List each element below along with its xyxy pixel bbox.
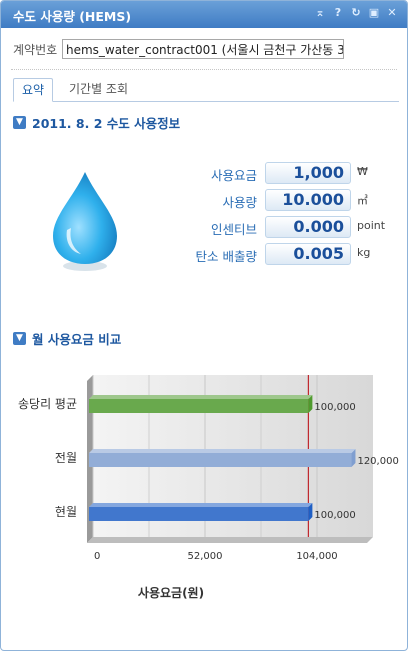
x-tick-label: 0 (94, 551, 100, 562)
monthly-fee-chart: 100,000 송당리 평균 120,000 전월 100,000 현월 0 52,000 10… (18, 375, 399, 562)
fee-label: 사용요금 (210, 168, 257, 183)
chevron-down-icon[interactable]: ▼ (13, 116, 26, 129)
title-bar: 수도 사용량 (HEMS) ⌅ ? ↻ ▣ ✕ (1, 1, 407, 28)
category-label: 현월 (55, 505, 77, 519)
incentive-label: 인센티브 (210, 222, 257, 237)
contract-label: 계약번호 (13, 43, 58, 57)
compare-section-title: 월 사용요금 비교 (32, 332, 122, 347)
divider (11, 69, 397, 70)
tab-period-query[interactable]: 기간별 조회 (69, 82, 129, 96)
close-icon[interactable]: ✕ (387, 6, 397, 19)
contract-field[interactable]: hems_water_contract001 (서울시 금천구 가산동 37 (62, 39, 344, 59)
plot-floor (87, 537, 373, 543)
usage-section-header[interactable]: ▼ 2011. 8. 2 수도 사용정보 (13, 113, 180, 132)
bar-value-label: 100,000 (314, 510, 355, 521)
water-drop-icon (53, 172, 117, 271)
bar-value-label: 100,000 (314, 402, 355, 413)
incentive-unit: point (357, 219, 386, 232)
category-label: 전월 (55, 451, 77, 465)
info-row-incentive: 인센티브 0.000 point (131, 216, 391, 238)
bar-value-label: 120,000 (357, 456, 398, 467)
info-row-usage: 사용량 10.000 ㎥ (131, 189, 391, 211)
bar-side (308, 395, 313, 413)
maximize-icon[interactable]: ▣ (368, 6, 380, 19)
carbon-value: 0.005 (265, 243, 351, 265)
collapse-icon[interactable]: ⌅ (315, 6, 325, 19)
compare-section-header[interactable]: ▼ 월 사용요금 비교 (13, 329, 121, 348)
carbon-label: 탄소 배출량 (195, 249, 257, 264)
usage-section-title: 2011. 8. 2 수도 사용정보 (32, 116, 181, 131)
category-label: 송당리 평균 (18, 397, 77, 411)
carbon-unit: kg (357, 246, 371, 259)
incentive-value: 0.000 (265, 216, 351, 238)
chevron-down-icon[interactable]: ▼ (13, 332, 26, 345)
bar-0 (89, 399, 309, 413)
tab-summary[interactable]: 요약 (13, 78, 54, 102)
x-tick-label: 104,000 (296, 551, 337, 562)
help-icon[interactable]: ? (334, 6, 342, 19)
bar-side (308, 503, 313, 521)
bar-1 (89, 453, 352, 467)
bar-side (351, 449, 356, 467)
fee-unit: ₩ (357, 165, 368, 178)
usage-value: 10.000 (265, 189, 351, 211)
bar-top (89, 395, 313, 399)
usage-label: 사용량 (222, 195, 257, 210)
bar-2 (89, 507, 309, 521)
bar-top (89, 449, 356, 453)
info-row-fee: 사용요금 1,000 ₩ (131, 162, 391, 184)
tab-bar: 요약 기간별 조회 (13, 78, 399, 102)
title-tools: ⌅ ? ↻ ▣ ✕ (313, 6, 399, 20)
window-title: 수도 사용량 (HEMS) (13, 9, 132, 24)
refresh-icon[interactable]: ↻ (351, 6, 361, 19)
x-axis-title: 사용요금(원) (137, 586, 205, 600)
x-tick-label: 52,000 (188, 551, 223, 562)
info-row-carbon: 탄소 배출량 0.005 kg (131, 243, 391, 265)
bar-top (89, 503, 313, 507)
fee-value: 1,000 (265, 162, 351, 184)
usage-unit: ㎥ (357, 194, 368, 207)
